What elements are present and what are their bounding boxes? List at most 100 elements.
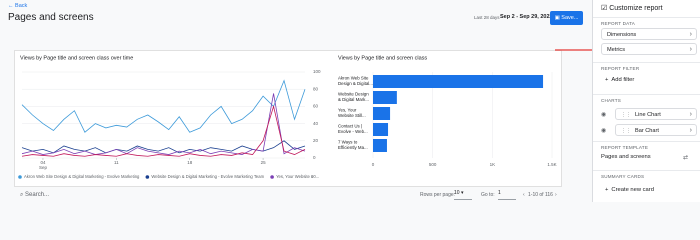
y-tick-label: 0 [313, 155, 316, 160]
customize-panel: ☑ Customize report REPORT DATA Dimensions… [592, 0, 700, 202]
legend-label: Yes, Your Website 00... [276, 174, 319, 179]
panel-item-label: Bar Chart [635, 128, 659, 134]
legend-label: Website Design & Digital Marketing - Evo… [151, 174, 264, 179]
visibility-icon[interactable]: ◉ [601, 128, 607, 134]
bar [373, 91, 397, 104]
section-heading: REPORT DATA [601, 21, 636, 26]
chevron: › [689, 127, 692, 134]
legend-swatch [18, 175, 22, 179]
section-heading: REPORT FILTER [601, 66, 640, 71]
next-page[interactable]: › [555, 192, 557, 198]
add-action[interactable]: + Add filter [605, 77, 634, 83]
section-heading: SUMMARY CARDS [601, 174, 645, 179]
goto-value: 1 [498, 190, 501, 196]
divider [593, 94, 700, 95]
panel-item[interactable]: ◉ ⋮⋮ Line Chart › [601, 108, 697, 120]
x-tick-label: 500 [429, 162, 437, 167]
y-tick-label: 100 [313, 69, 321, 74]
divider [593, 170, 700, 171]
plus-icon: + [605, 187, 609, 193]
category-label: Efficiently Ma... [338, 145, 368, 150]
panel-item-label: Line Chart [635, 112, 661, 118]
add-action[interactable]: + Create new card [605, 187, 654, 193]
x-tick-label: 25 [261, 160, 267, 165]
category-label: Contact Us | [338, 124, 362, 129]
goto-input[interactable]: 1 [498, 190, 516, 200]
save-text: Save... [561, 15, 579, 21]
add-action-label: Add filter [611, 77, 635, 83]
page: { "header": {"back": "Back", "title": "P… [8, 0, 700, 202]
chevron: › [689, 46, 692, 53]
category-label: & Digital Mark... [338, 97, 369, 102]
bar [373, 123, 389, 136]
divider [593, 141, 700, 142]
x-tick-label: 0 [372, 162, 375, 167]
bar [373, 107, 391, 120]
drag-icon: ⋮⋮ [621, 112, 631, 118]
panel-item[interactable]: Dimensions › [601, 28, 697, 40]
line-series [21, 104, 306, 157]
x-tick-label: 1.5K [547, 162, 556, 167]
bar [373, 75, 544, 88]
rows-value: 10 [454, 190, 460, 196]
chevron: › [689, 31, 692, 38]
search-placeholder: Search... [25, 192, 50, 198]
template-label: Pages and screens [601, 154, 651, 160]
divider [593, 62, 700, 63]
back-link[interactable]: ← Back [8, 3, 28, 9]
prev-page[interactable]: ‹ [523, 192, 525, 198]
line-series [21, 79, 306, 133]
y-tick-label: 80 [313, 86, 319, 91]
x-tick-label: 1K [490, 162, 496, 167]
template-icon[interactable]: ⇄ [683, 155, 689, 161]
y-tick-label: 20 [313, 138, 319, 143]
line-series [21, 93, 306, 155]
rows-label: Rows per page: [420, 192, 456, 198]
goto-label: Go to: [481, 192, 495, 198]
rows-select[interactable]: 10 ▾ [454, 190, 472, 200]
chart-title: Views by Page title and screen class ove… [20, 55, 133, 61]
legend-nav: › [311, 174, 313, 180]
bar [373, 139, 387, 152]
category-label: Design & Digital... [338, 81, 373, 86]
chevron: › [689, 111, 692, 118]
save-button[interactable]: ▣ Save... [550, 11, 583, 25]
visibility-icon[interactable]: ◉ [601, 112, 607, 118]
category-label: Website Still... [338, 113, 366, 118]
panel-item[interactable]: Metrics › [601, 43, 697, 55]
page-title: Pages and screens [8, 12, 94, 23]
plus-icon: + [605, 77, 609, 83]
charts: Views by Page title and screen class ove… [18, 55, 557, 180]
category-label: Website Design [338, 92, 369, 97]
panel-item-label: Metrics [607, 47, 626, 53]
category-label: Evolve - Web... [338, 129, 368, 134]
drag-icon: ⋮⋮ [621, 128, 631, 134]
section-heading: CHARTS [601, 98, 622, 103]
category-label: Akron Web Site [338, 76, 369, 81]
divider [593, 17, 700, 18]
legend-swatch [270, 175, 274, 179]
legend-label: Akron Web Site Design & Digital Marketin… [24, 174, 140, 179]
chart-title: Views by Page title and screen class [338, 55, 427, 61]
date-range-text: Sep 2 - Sep 29, 2022 [500, 14, 553, 20]
panel-header: ☑ Customize report [601, 5, 663, 12]
panel-title: Customize report [609, 5, 663, 12]
category-label: 7 Ways to [338, 140, 358, 145]
date-prefix: Last 28 days [474, 15, 500, 20]
x-tick-label: 11 [114, 160, 119, 165]
add-action-label: Create new card [611, 187, 654, 193]
panel-item-label: Dimensions [607, 32, 637, 38]
chart-card [14, 50, 562, 187]
page-range: 1-10 of 116 [528, 192, 553, 198]
section-heading: REPORT TEMPLATE [601, 145, 649, 150]
x-tick-label: 04 [40, 160, 46, 165]
search[interactable]: ⌕ Search... [20, 192, 50, 198]
y-tick-label: 40 [313, 121, 319, 126]
legend-swatch [145, 175, 150, 179]
x-tick-label: 18 [187, 160, 193, 165]
back-text: Back [15, 3, 28, 9]
y-tick-label: 60 [313, 104, 319, 109]
panel-item[interactable]: ◉ ⋮⋮ Bar Chart › [601, 124, 697, 136]
category-label: Yes, Your [338, 108, 357, 113]
x-tick-sublabel: Sep [39, 165, 48, 170]
